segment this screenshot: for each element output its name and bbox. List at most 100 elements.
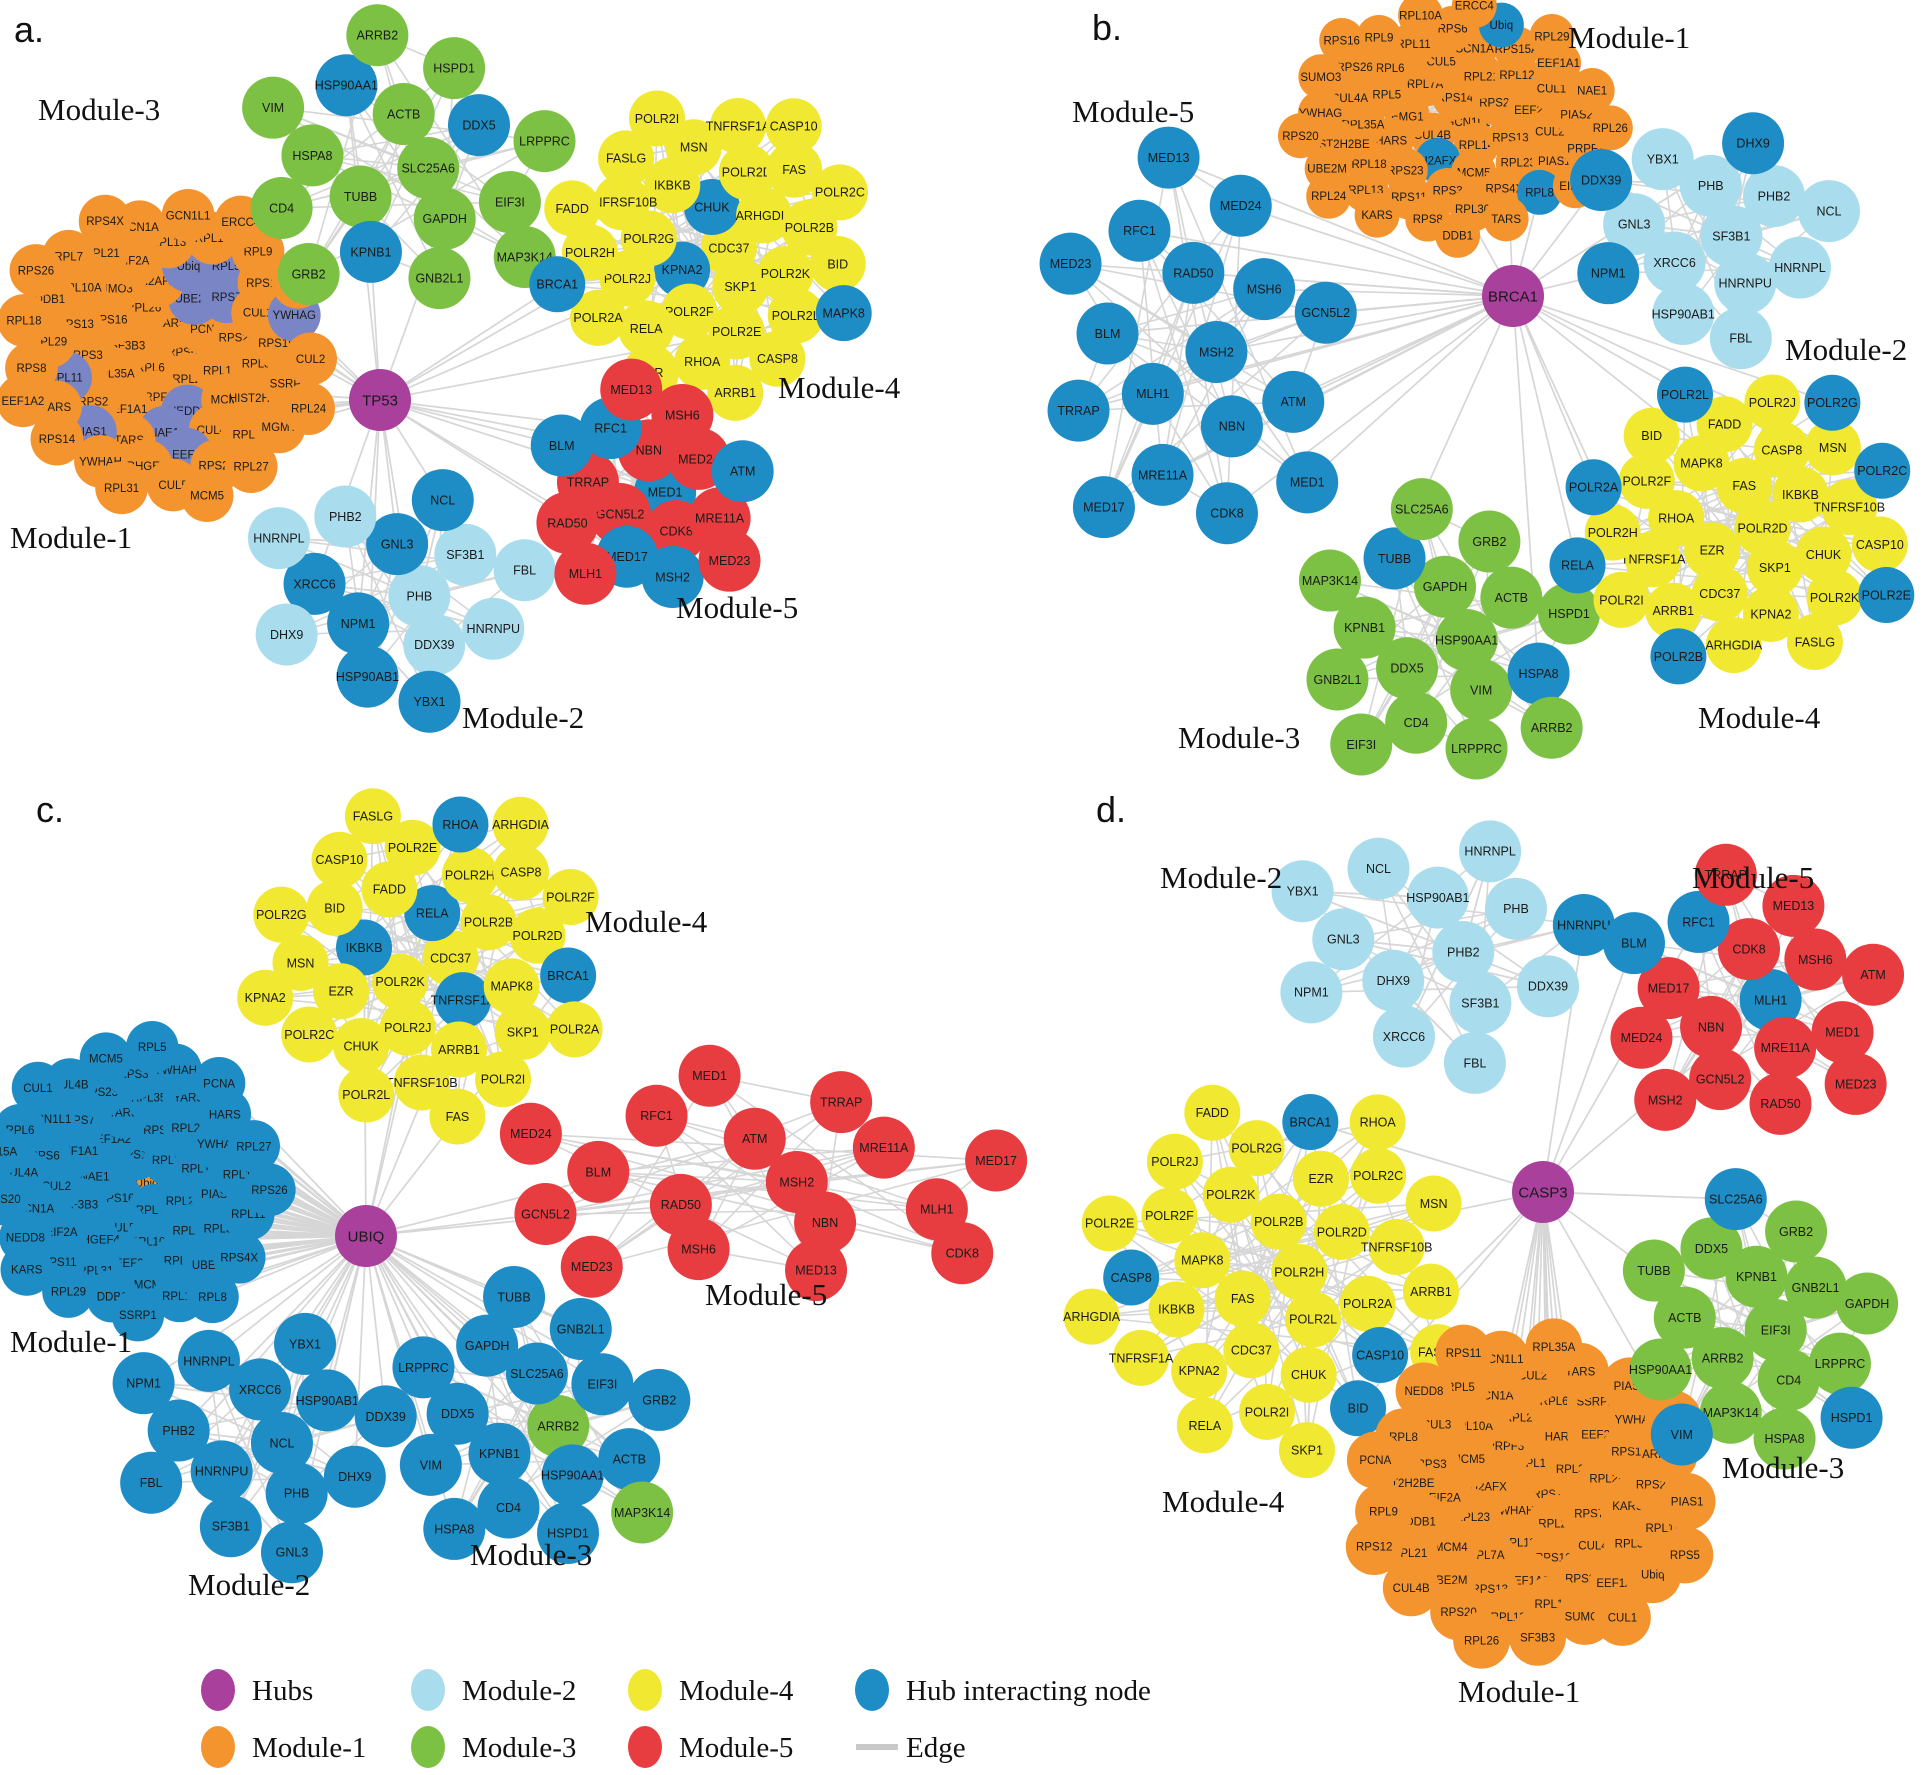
gene-label: CD4	[1776, 1373, 1801, 1387]
edge	[143, 1382, 356, 1478]
gene-node	[250, 1412, 313, 1474]
gene-node	[1854, 442, 1911, 499]
gene-label: POLR2D	[1738, 521, 1788, 535]
gene-label: CUL4A	[1331, 93, 1368, 105]
gene-label: SUMO3	[1300, 72, 1341, 84]
gene-label: TNFRSF1A	[706, 119, 771, 133]
gene-label: DDX5	[1390, 662, 1423, 676]
module-label: Module-2	[1160, 860, 1282, 895]
gene-label: MSH2	[655, 570, 690, 584]
gene-node	[95, 461, 148, 515]
edge	[1377, 868, 1476, 1064]
gene-node	[354, 1385, 417, 1448]
gene-label: EZR	[1700, 544, 1725, 558]
gene-label: POLR2J	[1749, 396, 1796, 410]
gene-node	[78, 194, 132, 248]
gene-node	[1696, 396, 1753, 453]
gene-node	[283, 552, 346, 615]
hub-label: CASP3	[1518, 1184, 1567, 1201]
gene-label: CDK8	[1210, 507, 1243, 521]
module-label: Module-5	[1692, 860, 1814, 895]
gene-node	[0, 1125, 22, 1178]
gene-label: HSPD1	[1831, 1411, 1873, 1425]
module-label: Module-4	[585, 904, 708, 939]
gene-node	[1645, 582, 1702, 639]
gene-node	[1742, 585, 1799, 642]
gene-label: RHOA	[442, 818, 479, 832]
gene-node	[282, 382, 335, 436]
gene-node	[192, 1057, 246, 1110]
hub-label: UBIQ	[348, 1228, 385, 1245]
gene-label: TNFRSF10B	[1361, 1240, 1433, 1254]
gene-node	[611, 1481, 674, 1544]
gene-label: EEF2	[1514, 105, 1543, 117]
gene-label: MGMT	[261, 422, 296, 434]
gene-label: CUL1	[1608, 1613, 1637, 1625]
gene-node	[237, 969, 294, 1026]
gene-label: FASLG	[353, 810, 393, 824]
gene-node	[1786, 613, 1843, 670]
gene-node	[1395, 1362, 1453, 1420]
gene-node	[281, 124, 344, 187]
gene-label: YBX1	[1647, 152, 1679, 166]
edge	[1078, 401, 1294, 412]
gene-label: MED17	[975, 1154, 1017, 1168]
gene-label: POLR2K	[761, 267, 811, 281]
gene-label: ACTB	[1495, 591, 1528, 605]
gene-label: POLR2G	[1231, 1141, 1282, 1155]
gene-label: YBX1	[289, 1337, 321, 1351]
gene-label: ARHGDIA	[736, 209, 794, 223]
gene-node	[1765, 1200, 1828, 1263]
gene-label: HSPD1	[433, 61, 475, 75]
gene-node	[1271, 1244, 1328, 1300]
gene-node	[434, 523, 497, 586]
edge	[1512, 295, 1595, 488]
panel-c: CDC37 POLR2K RELA TNFRSF1A IKBKB POLR2B POLR2J…	[0, 788, 1028, 1602]
gene-node	[1820, 1386, 1883, 1449]
gene-label: MED23	[1050, 257, 1092, 271]
gene-label: RPS4X	[220, 1252, 258, 1264]
gene-node	[384, 819, 441, 876]
gene-node	[1278, 1422, 1335, 1479]
gene-label: XRCC6	[239, 1383, 281, 1397]
gene-node	[1570, 148, 1633, 211]
edge	[208, 1235, 367, 1362]
gene-node	[1162, 241, 1225, 304]
edge	[178, 1235, 367, 1432]
gene-node	[1691, 565, 1748, 622]
gene-label: RPS8	[16, 363, 46, 375]
gene-label: POLR2H	[565, 246, 615, 260]
gene-node	[478, 171, 541, 234]
edge	[1697, 921, 1782, 1105]
gene-label: SF3B1	[1712, 229, 1750, 243]
edge	[1302, 890, 1549, 988]
gene-node	[333, 1017, 390, 1074]
gene-node	[1584, 504, 1641, 561]
gene-label: PCNA	[203, 1078, 235, 1090]
gene-label: GNL3	[276, 1546, 309, 1560]
gene-label: MSH6	[665, 408, 700, 422]
gene-label: RAD50	[1173, 266, 1213, 280]
gene-node	[736, 187, 793, 244]
legend-swatch-module1	[201, 1726, 235, 1768]
gene-label: PHB	[407, 589, 433, 603]
gene-label: RPL8	[198, 1292, 227, 1304]
gene-node	[1718, 918, 1781, 981]
module-label: Module-3	[1178, 720, 1300, 755]
gene-node	[1836, 1272, 1899, 1335]
module-label: Module-5	[705, 1277, 827, 1312]
gene-label: NBN	[636, 444, 662, 458]
gene-node	[0, 1172, 29, 1226]
gene-node	[1137, 126, 1200, 189]
gene-label: NBN	[1698, 1020, 1724, 1034]
gene-label: RAD50	[1760, 1097, 1800, 1111]
gene-node	[1435, 1324, 1493, 1382]
gene-label: IKBKB	[346, 941, 383, 955]
legend-label: Module-2	[462, 1675, 576, 1707]
gene-node	[366, 513, 429, 576]
gene-label: RPS5	[1670, 1550, 1700, 1562]
gene-label: CDK8	[946, 1247, 979, 1261]
gene-label: POLR2G	[256, 908, 307, 922]
gene-label: MRE11A	[695, 512, 745, 526]
gene-label: MLH1	[1754, 993, 1787, 1007]
